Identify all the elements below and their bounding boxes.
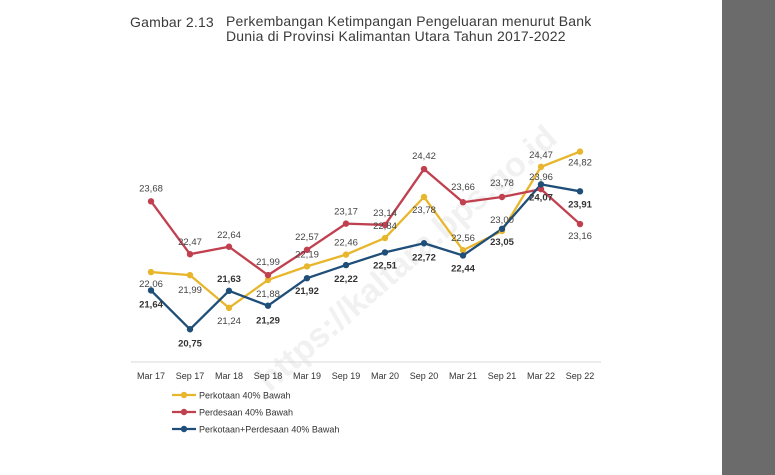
x-tick-label: Sep 22 bbox=[566, 371, 595, 381]
x-tick-label: Sep 18 bbox=[254, 371, 283, 381]
viewer-background bbox=[722, 0, 775, 475]
data-point bbox=[303, 274, 311, 282]
x-tick-label: Sep 17 bbox=[176, 371, 205, 381]
legend-label: Perdesaan 40% Bawah bbox=[199, 408, 293, 418]
legend-marker bbox=[180, 425, 188, 433]
data-label: 23,66 bbox=[451, 182, 475, 193]
data-point bbox=[225, 304, 233, 312]
data-point bbox=[459, 247, 467, 254]
data-point bbox=[342, 261, 350, 269]
data-point bbox=[303, 246, 311, 254]
data-point bbox=[186, 326, 194, 333]
data-point bbox=[225, 243, 233, 250]
data-point bbox=[381, 221, 389, 229]
data-point bbox=[420, 193, 428, 201]
data-label: 22,64 bbox=[217, 230, 241, 241]
data-point bbox=[381, 234, 389, 242]
data-label: 22,06 bbox=[139, 279, 163, 290]
data-point bbox=[186, 271, 194, 279]
data-point bbox=[303, 263, 311, 270]
data-point bbox=[537, 163, 545, 171]
x-tick-label: Sep 19 bbox=[332, 371, 361, 381]
series-line bbox=[150, 167, 581, 277]
data-label: 23,68 bbox=[139, 183, 163, 194]
report-page: Gambar 2.13 Perkembangan Ketimpangan Pen… bbox=[0, 0, 722, 475]
data-point bbox=[498, 225, 506, 233]
data-label: 21,99 bbox=[256, 257, 280, 268]
data-label: 24,47 bbox=[529, 150, 553, 161]
data-label: 22,56 bbox=[451, 233, 475, 244]
data-label: 22,57 bbox=[295, 232, 319, 243]
data-label: 20,75 bbox=[178, 338, 202, 349]
data-point bbox=[576, 148, 584, 155]
data-label: 22,72 bbox=[412, 252, 436, 263]
data-label: 22,19 bbox=[295, 249, 319, 260]
data-label: 23,91 bbox=[568, 199, 592, 210]
data-point bbox=[264, 276, 272, 284]
data-point bbox=[381, 249, 389, 256]
data-point bbox=[537, 185, 545, 193]
legend-marker bbox=[180, 408, 188, 416]
data-label: 21,63 bbox=[217, 274, 241, 285]
data-label: 23,16 bbox=[568, 231, 592, 242]
data-point bbox=[264, 302, 272, 309]
x-tick-label: Sep 21 bbox=[488, 371, 517, 381]
data-point bbox=[459, 252, 467, 259]
data-label: 22,22 bbox=[334, 274, 358, 285]
x-tick-label: Mar 17 bbox=[137, 371, 165, 381]
data-point bbox=[186, 250, 194, 258]
x-tick-label: Mar 20 bbox=[371, 371, 399, 381]
data-point bbox=[420, 240, 428, 247]
legend-label: Perkotaan 40% Bawah bbox=[199, 391, 291, 401]
data-point bbox=[576, 188, 584, 195]
data-label: 23,17 bbox=[334, 207, 358, 218]
data-point bbox=[342, 251, 350, 258]
line-chart: 22,06 21,99 21,24 21,88 22,19 22,46 22,84 23,78… bbox=[131, 148, 601, 435]
figure-title: Perkembangan Ketimpangan Pengeluaran men… bbox=[226, 13, 592, 44]
x-tick-label: Mar 18 bbox=[215, 371, 243, 381]
data-label: 21,88 bbox=[256, 289, 280, 300]
data-label: 22,84 bbox=[373, 221, 397, 232]
data-label: 21,64 bbox=[139, 299, 163, 310]
data-label: 24,42 bbox=[412, 151, 436, 162]
data-point bbox=[498, 193, 506, 201]
data-point bbox=[537, 181, 545, 188]
data-label: 23,14 bbox=[373, 208, 397, 219]
data-label: 22,46 bbox=[334, 238, 358, 249]
data-label: 24,07 bbox=[529, 192, 553, 203]
data-point bbox=[147, 198, 155, 205]
data-point bbox=[264, 271, 272, 279]
legend-marker bbox=[180, 391, 188, 399]
data-label: 23,00 bbox=[490, 215, 514, 226]
data-label: 21,29 bbox=[256, 316, 280, 327]
data-point bbox=[576, 220, 584, 228]
data-label: 24,82 bbox=[568, 158, 592, 169]
data-label: 23,96 bbox=[529, 172, 553, 183]
data-label: 21,99 bbox=[178, 285, 202, 296]
data-point bbox=[225, 287, 233, 295]
data-label: 21,24 bbox=[217, 316, 241, 327]
x-tick-label: Mar 21 bbox=[449, 371, 477, 381]
data-label: 23,78 bbox=[490, 178, 514, 189]
legend-label: Perkotaan+Perdesaan 40% Bawah bbox=[199, 425, 339, 435]
data-label: 21,92 bbox=[295, 286, 319, 297]
figure-number: Gambar 2.13 bbox=[130, 14, 214, 30]
x-tick-label: Sep 20 bbox=[410, 371, 439, 381]
data-label: 22,47 bbox=[178, 237, 202, 248]
data-label: 22,51 bbox=[373, 260, 397, 271]
data-label: 23,05 bbox=[490, 237, 514, 248]
series-line bbox=[150, 150, 581, 310]
data-point bbox=[420, 165, 428, 173]
data-point bbox=[147, 287, 155, 294]
data-point bbox=[459, 199, 467, 206]
data-label: 23,78 bbox=[412, 205, 436, 216]
x-tick-label: Mar 19 bbox=[293, 371, 321, 381]
series-line bbox=[150, 183, 581, 331]
data-label: 22,44 bbox=[451, 263, 475, 274]
x-tick-label: Mar 22 bbox=[527, 371, 555, 381]
data-point bbox=[342, 220, 350, 227]
data-point bbox=[147, 268, 155, 276]
